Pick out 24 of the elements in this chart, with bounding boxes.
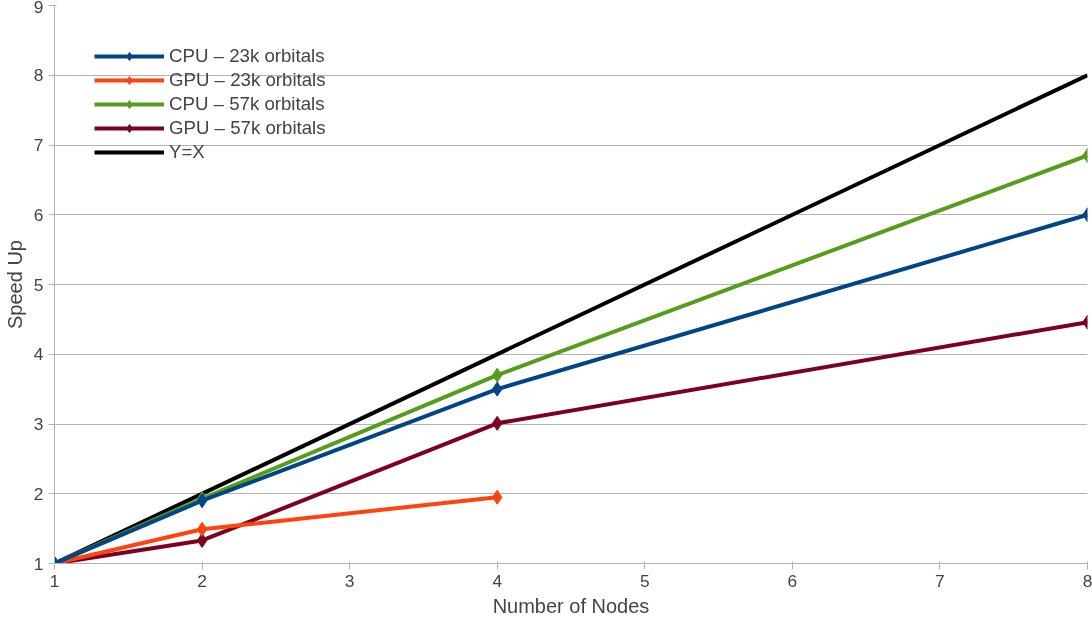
y-tick-label: 2 [33, 483, 44, 504]
y-tick-label: 8 [33, 65, 44, 86]
y-tick-label: 1 [33, 553, 44, 574]
x-tick-label: 5 [639, 570, 650, 591]
y-tick-label: 6 [33, 204, 44, 225]
x-tick-label: 8 [1082, 570, 1092, 591]
x-tick-label: 6 [787, 570, 798, 591]
x-tick-label: 7 [935, 570, 945, 591]
x-tick-label: 4 [492, 570, 503, 591]
legend-label: CPU – 23k orbitals [169, 45, 325, 67]
legend-label: GPU – 23k orbitals [169, 69, 326, 91]
legend-label: Y=X [169, 141, 205, 163]
x-tick-label: 2 [197, 570, 207, 591]
y-tick-label: 9 [33, 0, 44, 17]
y-tick-label: 3 [33, 414, 44, 434]
legend-label: CPU – 57k orbitals [169, 93, 325, 115]
y-tick-label: 5 [33, 274, 44, 295]
y-axis-title: Speed Up [3, 240, 26, 329]
legend-label: GPU – 57k orbitals [169, 117, 326, 139]
y-tick-label: 7 [33, 135, 44, 155]
x-axis-title: Number of Nodes [492, 594, 650, 617]
x-tick-label: 1 [49, 570, 60, 591]
x-tick-label: 3 [344, 570, 355, 591]
y-tick-label: 4 [33, 344, 44, 365]
